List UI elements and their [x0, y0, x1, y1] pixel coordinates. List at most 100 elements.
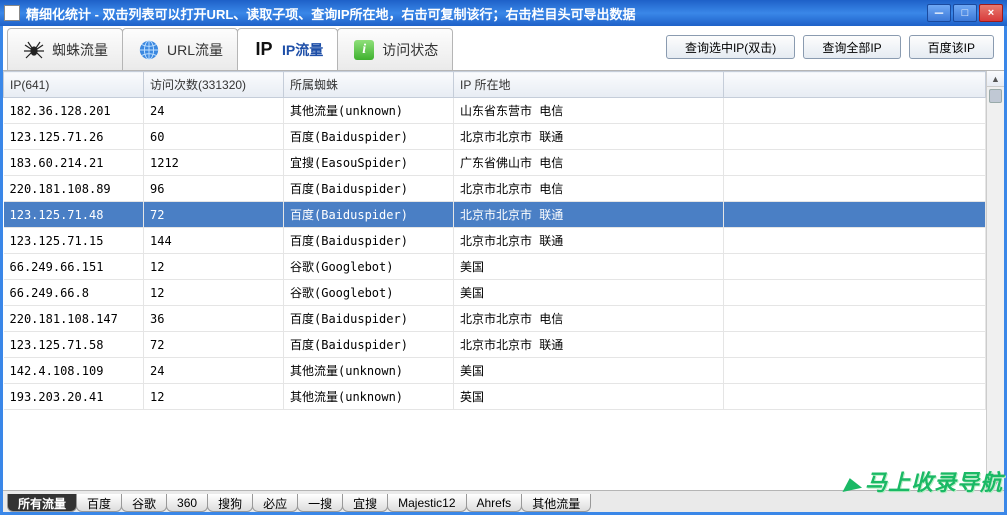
cell-spider: 百度(Baiduspider)	[284, 332, 454, 358]
cell-spider: 百度(Baiduspider)	[284, 228, 454, 254]
cell-spider: 其他流量(unknown)	[284, 384, 454, 410]
bottom-tab[interactable]: 360	[166, 494, 208, 512]
cell-loc: 北京市北京市 电信	[454, 306, 724, 332]
table-row[interactable]: 193.203.20.4112其他流量(unknown)英国	[4, 384, 986, 410]
table-row[interactable]: 123.125.71.4872百度(Baiduspider)北京市北京市 联通	[4, 202, 986, 228]
bottom-tab[interactable]: 宜搜	[342, 494, 388, 512]
tab-label: IP流量	[282, 40, 323, 60]
tab-label: 访问状态	[382, 40, 438, 60]
table-row[interactable]: 182.36.128.20124其他流量(unknown)山东省东营市 电信	[4, 98, 986, 124]
cell-visits: 36	[144, 306, 284, 332]
tab-label: URL流量	[167, 40, 223, 60]
cell-extra	[724, 306, 986, 332]
col-visits[interactable]: 访问次数(331320)	[144, 72, 284, 98]
col-location[interactable]: IP 所在地	[454, 72, 724, 98]
cell-loc: 美国	[454, 280, 724, 306]
cell-ip: 220.181.108.89	[4, 176, 144, 202]
cell-ip: 220.181.108.147	[4, 306, 144, 332]
cell-loc: 北京市北京市 联通	[454, 228, 724, 254]
cell-ip: 183.60.214.21	[4, 150, 144, 176]
tab-status[interactable]: i 访问状态	[337, 28, 453, 70]
minimize-button[interactable]: －	[927, 4, 951, 22]
bottom-tab[interactable]: 百度	[76, 494, 122, 512]
cell-visits: 1212	[144, 150, 284, 176]
cell-extra	[724, 98, 986, 124]
cell-ip: 66.249.66.8	[4, 280, 144, 306]
globe-icon	[137, 38, 161, 62]
cell-ip: 66.249.66.151	[4, 254, 144, 280]
cell-visits: 12	[144, 280, 284, 306]
cell-extra	[724, 280, 986, 306]
cell-spider: 谷歌(Googlebot)	[284, 254, 454, 280]
bottom-tab[interactable]: 必应	[252, 494, 298, 512]
action-buttons: 查询选中IP(双击) 查询全部IP 百度该IP	[666, 35, 1000, 63]
window-buttons: － □ ×	[927, 4, 1003, 22]
maximize-button[interactable]: □	[953, 4, 977, 22]
cell-extra	[724, 176, 986, 202]
scroll-up-icon[interactable]: ▲	[987, 71, 1004, 87]
cell-extra	[724, 384, 986, 410]
table-row[interactable]: 123.125.71.2660百度(Baiduspider)北京市北京市 联通	[4, 124, 986, 150]
cell-extra	[724, 332, 986, 358]
table-row[interactable]: 123.125.71.5872百度(Baiduspider)北京市北京市 联通	[4, 332, 986, 358]
app-icon	[4, 5, 20, 21]
table-row[interactable]: 142.4.108.10924其他流量(unknown)美国	[4, 358, 986, 384]
table-row[interactable]: 220.181.108.14736百度(Baiduspider)北京市北京市 电…	[4, 306, 986, 332]
cell-ip: 142.4.108.109	[4, 358, 144, 384]
cell-spider: 其他流量(unknown)	[284, 358, 454, 384]
bottom-tab[interactable]: Majestic12	[387, 494, 466, 512]
table-row[interactable]: 66.249.66.812谷歌(Googlebot)美国	[4, 280, 986, 306]
cell-loc: 北京市北京市 联通	[454, 332, 724, 358]
bottom-tab[interactable]: 搜狗	[207, 494, 253, 512]
cell-visits: 12	[144, 254, 284, 280]
table-row[interactable]: 123.125.71.15144百度(Baiduspider)北京市北京市 联通	[4, 228, 986, 254]
close-button[interactable]: ×	[979, 4, 1003, 22]
app-frame: 蜘蛛流量 URL流量 IP IP流量 i 访问状态 查询选中IP(双击) 查询全…	[0, 26, 1007, 515]
tab-ip[interactable]: IP IP流量	[237, 28, 338, 70]
col-extra[interactable]	[724, 72, 986, 98]
cell-visits: 12	[144, 384, 284, 410]
cell-extra	[724, 124, 986, 150]
cell-extra	[724, 150, 986, 176]
query-selected-button[interactable]: 查询选中IP(双击)	[666, 35, 795, 59]
cell-ip: 123.125.71.58	[4, 332, 144, 358]
table-row[interactable]: 183.60.214.211212宜搜(EasouSpider)广东省佛山市 电…	[4, 150, 986, 176]
bottom-tab[interactable]: 其他流量	[521, 494, 591, 512]
cell-ip: 123.125.71.26	[4, 124, 144, 150]
cell-loc: 美国	[454, 254, 724, 280]
bottom-tab[interactable]: 所有流量	[7, 494, 77, 512]
cell-spider: 百度(Baiduspider)	[284, 202, 454, 228]
ip-icon: IP	[252, 38, 276, 62]
bottom-tab[interactable]: Ahrefs	[466, 494, 523, 512]
bottom-tab[interactable]: 谷歌	[121, 494, 167, 512]
cell-visits: 72	[144, 332, 284, 358]
col-ip[interactable]: IP(641)	[4, 72, 144, 98]
spider-icon	[22, 38, 46, 62]
cell-loc: 英国	[454, 384, 724, 410]
titlebar: 精细化统计 - 双击列表可以打开URL、读取子项、查询IP所在地，右击可复制该行…	[0, 0, 1007, 26]
table-row[interactable]: 66.249.66.15112谷歌(Googlebot)美国	[4, 254, 986, 280]
tab-url[interactable]: URL流量	[122, 28, 238, 70]
main-tab-row: 蜘蛛流量 URL流量 IP IP流量 i 访问状态 查询选中IP(双击) 查询全…	[3, 26, 1004, 71]
scroll-thumb[interactable]	[989, 89, 1002, 103]
scroll-down-icon[interactable]: ▼	[987, 474, 1004, 490]
bottom-tab[interactable]: 一搜	[297, 494, 343, 512]
cell-loc: 北京市北京市 联通	[454, 202, 724, 228]
query-all-button[interactable]: 查询全部IP	[803, 35, 900, 59]
cell-visits: 24	[144, 98, 284, 124]
cell-extra	[724, 358, 986, 384]
cell-visits: 72	[144, 202, 284, 228]
data-grid[interactable]: IP(641) 访问次数(331320) 所属蜘蛛 IP 所在地 182.36.…	[3, 71, 986, 490]
cell-extra	[724, 228, 986, 254]
vertical-scrollbar[interactable]: ▲ ▼	[986, 71, 1004, 490]
window-title: 精细化统计 - 双击列表可以打开URL、读取子项、查询IP所在地，右击可复制该行…	[26, 4, 927, 23]
baidu-ip-button[interactable]: 百度该IP	[909, 35, 994, 59]
table-row[interactable]: 220.181.108.8996百度(Baiduspider)北京市北京市 电信	[4, 176, 986, 202]
tab-spider[interactable]: 蜘蛛流量	[7, 28, 123, 70]
cell-loc: 北京市北京市 电信	[454, 176, 724, 202]
cell-loc: 北京市北京市 联通	[454, 124, 724, 150]
cell-loc: 山东省东营市 电信	[454, 98, 724, 124]
cell-loc: 美国	[454, 358, 724, 384]
col-spider[interactable]: 所属蜘蛛	[284, 72, 454, 98]
cell-ip: 123.125.71.48	[4, 202, 144, 228]
